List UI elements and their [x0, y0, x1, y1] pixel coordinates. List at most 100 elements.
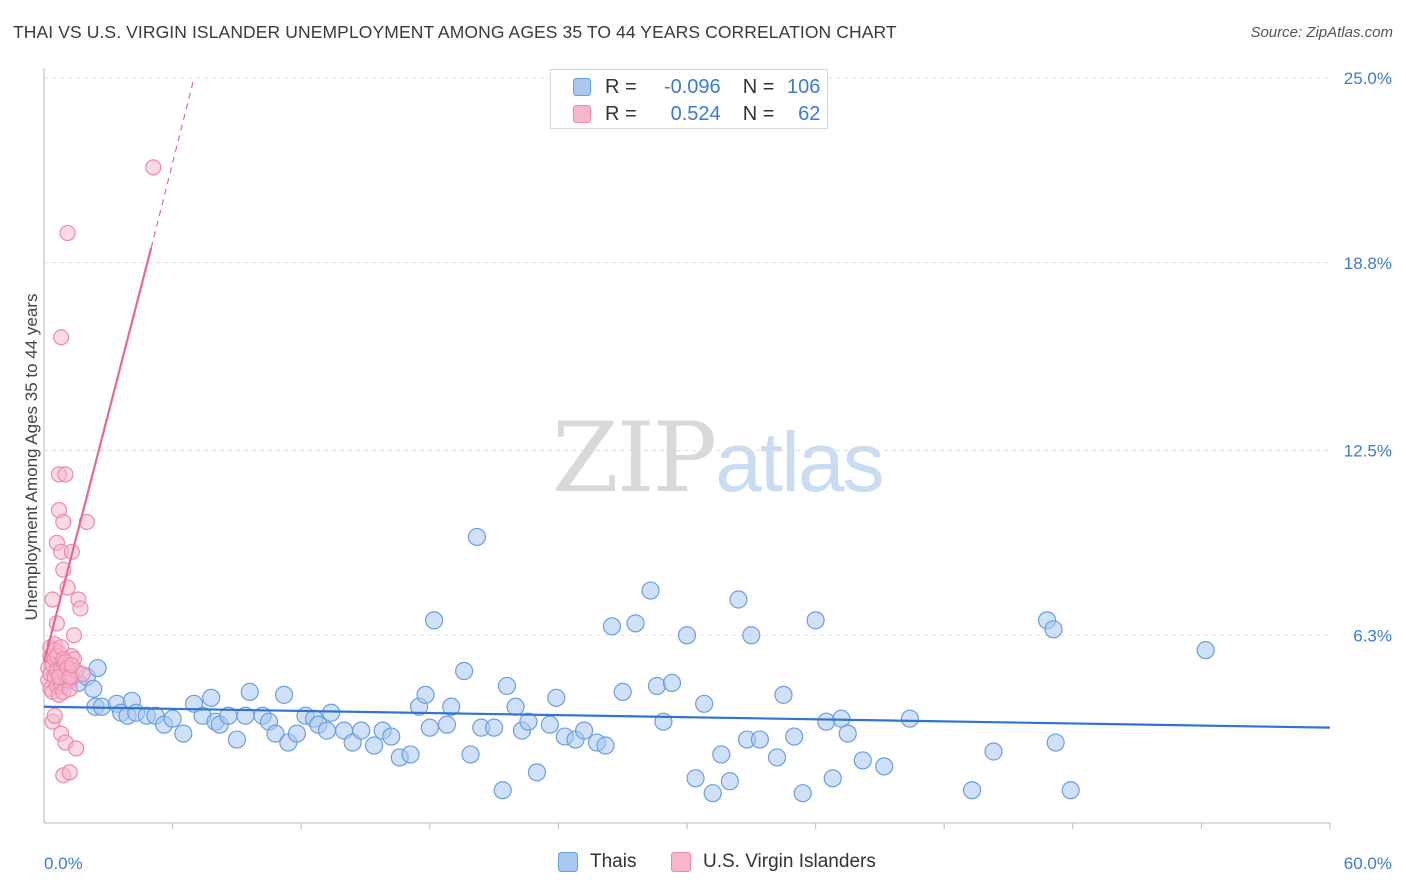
thais-legend-label: Thais — [590, 851, 637, 872]
thais-points — [52, 527, 1215, 803]
thais-point — [742, 626, 761, 645]
virgin-islanders-trend-extension — [150, 77, 195, 249]
legend-row-thais: R = -0.096 N = 106 — [573, 75, 820, 99]
thais-point — [712, 745, 731, 764]
thais-point — [352, 721, 371, 740]
thais-point — [626, 614, 645, 633]
thais-point — [497, 676, 517, 696]
thais-point — [962, 781, 982, 800]
y-tick-label-2: 18.8% — [1344, 254, 1392, 273]
thais-point — [1196, 641, 1215, 660]
source-credit: Source: ZipAtlas.com — [1250, 24, 1393, 41]
thais-point — [596, 736, 615, 755]
y-tick-label-1: 12.5% — [1344, 442, 1392, 461]
thais-point — [662, 673, 682, 693]
thais-point — [647, 676, 667, 696]
thais-point — [240, 682, 259, 701]
thais-point — [401, 745, 420, 764]
thais-point — [506, 697, 525, 716]
thais-r-label: R = — [605, 75, 637, 98]
thais-point — [575, 721, 594, 740]
virgin-islanders-point — [57, 466, 74, 483]
virgin-islanders-point — [59, 224, 76, 242]
thais-point — [547, 688, 566, 707]
thais-point — [613, 682, 632, 701]
thais-point — [1044, 620, 1063, 639]
legend-item-thais[interactable]: Thais — [558, 851, 636, 873]
thais-point — [527, 763, 547, 782]
virgin-islanders-swatch-icon — [573, 105, 591, 123]
virgin-islanders-point — [46, 707, 63, 724]
virgin-islanders-point — [53, 329, 70, 346]
correlation-legend: R = -0.096 N = 106 R = 0.524 N = 62 — [550, 69, 828, 129]
thais-point — [838, 724, 857, 743]
thais-point — [420, 718, 439, 737]
watermark-zip: ZIP — [552, 402, 717, 514]
thais-point — [287, 724, 307, 743]
thais-point — [806, 611, 825, 630]
thais-trend-line — [43, 705, 1331, 729]
virgin-islanders-point — [68, 740, 85, 757]
thais-point — [853, 751, 872, 770]
y-tick-label-3: 25.0% — [1344, 69, 1392, 88]
thais-point — [677, 626, 697, 645]
virgin-islanders-legend-label: U.S. Virgin Islanders — [703, 851, 876, 872]
virgin-islanders-point — [55, 513, 72, 531]
virgin-islanders-n-label: N = — [742, 102, 775, 125]
thais-point — [163, 709, 182, 728]
thais-point — [720, 772, 739, 791]
thais-point — [823, 769, 842, 788]
thais-point — [1061, 781, 1080, 800]
thais-point — [519, 712, 538, 731]
y-tick-label-0: 6.3% — [1353, 626, 1392, 645]
thais-point — [416, 685, 435, 704]
watermark-atlas: atlas — [715, 415, 884, 509]
thais-point — [424, 611, 444, 630]
thais-point — [900, 709, 920, 728]
x-tick-label-0: 0.0% — [44, 854, 83, 873]
virgin-islanders-n-value: 62 — [798, 102, 821, 125]
thais-point — [729, 590, 748, 609]
thais-point — [322, 703, 341, 722]
thais-n-value: 106 — [787, 75, 821, 98]
thais-point — [174, 724, 193, 743]
thais-point — [1046, 733, 1065, 752]
thais-point — [274, 685, 294, 704]
thais-point — [382, 727, 401, 746]
thais-point — [227, 730, 246, 749]
thais-point — [485, 718, 504, 737]
thais-point — [266, 724, 285, 743]
thais-r-value: -0.096 — [663, 75, 721, 98]
thais-point — [202, 688, 221, 707]
virgin-islanders-points — [40, 159, 162, 784]
virgin-islanders-point — [145, 159, 162, 176]
thais-point — [88, 658, 107, 678]
thais-point — [461, 745, 480, 764]
thais-point — [437, 715, 457, 734]
thais-point — [493, 781, 512, 800]
thais-point — [641, 581, 660, 600]
series-legend: Thais U.S. Virgin Islanders — [0, 851, 1406, 877]
thais-point — [317, 721, 337, 740]
virgin-islanders-r-label: R = — [605, 102, 637, 125]
x-tick-label-1: 60.0% — [1344, 854, 1392, 873]
thais-point — [785, 727, 804, 746]
thais-point — [602, 617, 622, 636]
thais-point — [364, 736, 384, 755]
virgin-islanders-legend-swatch-icon — [671, 852, 691, 872]
chart-title: THAI VS U.S. VIRGIN ISLANDER UNEMPLOYMEN… — [13, 22, 897, 42]
virgin-islanders-point — [65, 627, 83, 644]
thais-swatch-icon — [573, 78, 591, 96]
virgin-islanders-trend-line — [42, 247, 153, 663]
thais-point — [774, 685, 793, 704]
legend-row-virgin-islanders: R = 0.524 N = 62 — [573, 102, 820, 126]
thais-point — [767, 748, 787, 767]
thais-point — [442, 697, 461, 716]
thais-n-label: N = — [742, 75, 775, 98]
thais-point — [875, 757, 894, 776]
thais-legend-swatch-icon — [558, 852, 578, 872]
thais-point — [695, 694, 714, 713]
legend-item-virgin-islanders[interactable]: U.S. Virgin Islanders — [671, 851, 876, 873]
thais-point — [467, 527, 487, 547]
